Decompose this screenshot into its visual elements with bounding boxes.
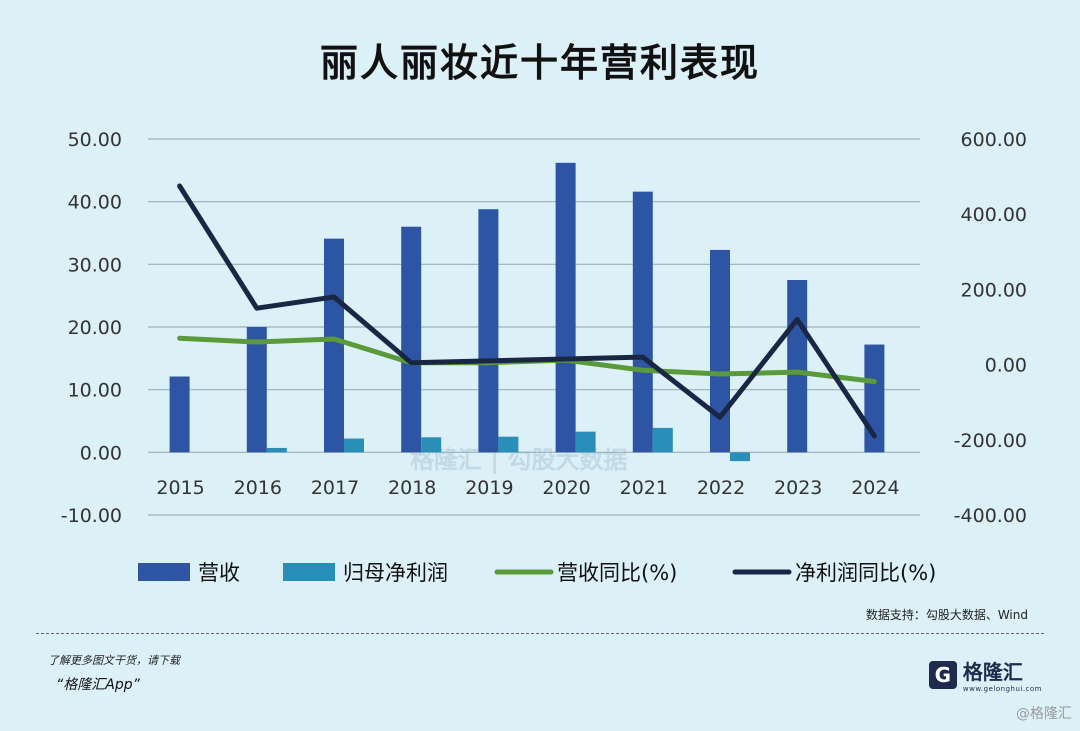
net-profit-bar bbox=[344, 438, 364, 453]
revenue-bar bbox=[324, 238, 344, 453]
revenue-bar bbox=[710, 249, 730, 453]
legend: 营收 归母净利润 营收同比(%) 净利润同比(%) bbox=[138, 561, 936, 585]
footer-promo-text: 了解更多图文干货，请下载 bbox=[48, 654, 180, 667]
revenue-bar bbox=[401, 226, 422, 453]
right-tick-label: 400.00 bbox=[961, 204, 1027, 226]
revenue-bar bbox=[478, 209, 499, 453]
logo-text: 格隆汇 bbox=[962, 660, 1023, 684]
net-profit-bar bbox=[498, 436, 519, 453]
net-profit-bar bbox=[652, 427, 673, 453]
left-tick-label: -10.00 bbox=[61, 505, 122, 527]
corner-watermark: @格隆汇 bbox=[1016, 706, 1072, 722]
right-tick-label: 0.00 bbox=[985, 355, 1027, 377]
right-tick-label: -200.00 bbox=[954, 430, 1027, 452]
revenue-bar bbox=[632, 191, 653, 453]
category-label: 2015 bbox=[156, 477, 204, 499]
category-label: 2020 bbox=[542, 477, 590, 499]
legend-net-profit-swatch bbox=[283, 563, 335, 581]
net-profit-yoy-line bbox=[177, 183, 877, 439]
chart-title: 丽人丽妆近十年营利表现 bbox=[319, 41, 760, 85]
footer-app-text: “格隆汇App” bbox=[56, 677, 140, 693]
bar-layer bbox=[169, 162, 885, 462]
legend-net-profit-yoy-label: 净利润同比(%) bbox=[795, 561, 936, 585]
legend-net-profit-label: 归母净利润 bbox=[343, 561, 448, 585]
left-tick-label: 40.00 bbox=[68, 192, 122, 214]
logo-icon: G bbox=[928, 660, 957, 689]
revenue-bar bbox=[169, 376, 190, 453]
net-profit-bar bbox=[730, 452, 750, 462]
right-axis: 600.00 400.00 200.00 0.00 -200.00 -400.00 bbox=[954, 129, 1027, 527]
legend-revenue-swatch bbox=[138, 563, 190, 581]
chart-svg: 50.00 40.00 30.00 20.00 10.00 0.00 -10.00 600.… bbox=[61, 129, 1027, 585]
category-label: 2016 bbox=[234, 477, 282, 499]
footer-logo: G 格隆汇 www.gelonghui.com bbox=[928, 656, 1042, 693]
right-tick-label: -400.00 bbox=[954, 505, 1027, 527]
source-note: 数据支持：勾股大数据、Wind bbox=[865, 608, 1028, 622]
category-label: 2023 bbox=[774, 477, 822, 499]
left-tick-label: 30.00 bbox=[68, 254, 122, 276]
revenue-bar bbox=[555, 162, 576, 453]
footer-divider bbox=[36, 633, 1044, 634]
line-layer bbox=[177, 183, 877, 439]
right-tick-label: 600.00 bbox=[961, 129, 1027, 151]
left-tick-label: 0.00 bbox=[80, 442, 122, 464]
x-axis: 2015 2016 2017 2018 2019 2020 2021 2022 2023 2024 bbox=[156, 477, 899, 499]
legend-revenue-label: 营收 bbox=[198, 561, 240, 585]
category-label: 2017 bbox=[311, 477, 359, 499]
legend-revenue-yoy-label: 营收同比(%) bbox=[557, 561, 677, 585]
logo-subtext: www.gelonghui.com bbox=[962, 685, 1042, 693]
net-profit-bar bbox=[575, 431, 596, 453]
net-profit-bar bbox=[266, 447, 287, 453]
net-profit-bar bbox=[421, 437, 442, 453]
revenue-bar bbox=[787, 280, 808, 453]
left-tick-label: 50.00 bbox=[68, 129, 122, 151]
left-tick-label: 20.00 bbox=[68, 317, 122, 339]
category-label: 2019 bbox=[465, 477, 513, 499]
category-label: 2018 bbox=[388, 477, 436, 499]
revenue-bar bbox=[246, 327, 267, 453]
left-axis: 50.00 40.00 30.00 20.00 10.00 0.00 -10.00 bbox=[61, 129, 122, 527]
category-label: 2021 bbox=[620, 477, 668, 499]
category-label: 2024 bbox=[851, 477, 899, 499]
category-label: 2022 bbox=[697, 477, 745, 499]
left-tick-label: 10.00 bbox=[68, 380, 122, 402]
right-tick-label: 200.00 bbox=[961, 279, 1027, 301]
